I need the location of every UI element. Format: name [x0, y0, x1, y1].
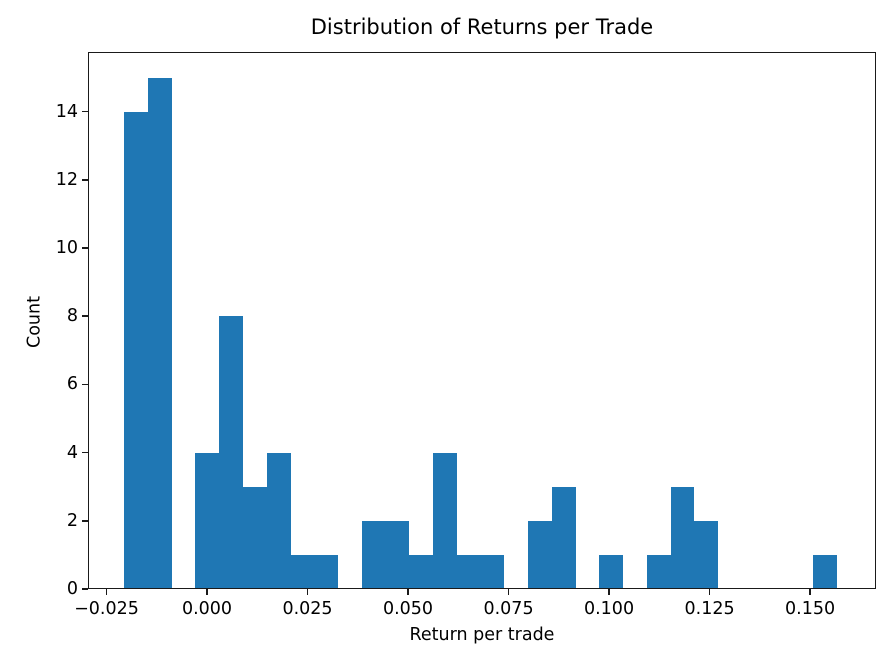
x-tick-label: 0.150 [785, 599, 836, 619]
histogram-bar [647, 554, 671, 589]
y-tick-label: 8 [66, 306, 78, 327]
x-tick-mark [507, 589, 510, 595]
y-tick-mark [82, 247, 88, 249]
histogram-bar [694, 520, 718, 589]
histogram-bar [457, 554, 481, 589]
histogram-bar [813, 554, 837, 589]
histogram-bar [148, 77, 172, 589]
histogram-bar [314, 554, 338, 589]
x-tick-mark [809, 589, 811, 595]
x-tick-label: 0.025 [282, 599, 333, 619]
histogram-bar [243, 486, 267, 589]
y-tick-mark [82, 520, 88, 522]
histogram-bar [124, 111, 148, 589]
y-tick-label: 0 [66, 579, 78, 599]
x-tick-mark [306, 589, 309, 595]
y-tick-label: 12 [55, 169, 78, 190]
x-tick-label: 0.075 [483, 599, 534, 619]
histogram-bar [386, 520, 409, 589]
x-tick-mark [206, 589, 208, 595]
histogram-bar [362, 520, 386, 589]
y-tick-mark [82, 451, 88, 454]
x-tick-mark [708, 589, 711, 595]
x-tick-label: 0.100 [583, 599, 635, 619]
y-tick-label: 2 [66, 510, 78, 531]
histogram-bar [599, 554, 623, 589]
histogram-bar [195, 452, 219, 589]
x-tick-mark [608, 589, 610, 595]
histogram-bar [267, 452, 291, 589]
y-axis-label: Count [24, 296, 45, 348]
x-tick-label: −0.025 [74, 599, 139, 619]
y-tick-mark [82, 383, 88, 386]
histogram-bar [219, 316, 243, 589]
y-tick-label: 14 [55, 101, 78, 122]
x-tick-label: 0.125 [684, 599, 735, 619]
y-tick-label: 4 [66, 442, 78, 463]
histogram-bar [528, 520, 552, 589]
y-tick-mark [82, 588, 88, 590]
x-axis-label: Return per trade [409, 625, 555, 645]
histogram-bar [552, 486, 576, 589]
histogram-bar [433, 452, 457, 589]
y-tick-mark [82, 315, 88, 317]
histogram-bar [481, 554, 504, 589]
chart-title: Distribution of Returns per Trade [310, 15, 654, 39]
x-tick-label: 0.000 [181, 599, 233, 619]
y-tick-mark [82, 179, 88, 181]
x-tick-mark [407, 589, 409, 595]
x-tick-mark [105, 589, 108, 595]
histogram-bar [291, 554, 314, 589]
histogram-bar [671, 486, 694, 589]
y-tick-mark [82, 110, 88, 113]
x-tick-label: 0.050 [382, 599, 434, 619]
histogram-bar [409, 554, 433, 589]
y-tick-label: 10 [55, 238, 78, 259]
y-tick-label: 6 [66, 374, 78, 395]
